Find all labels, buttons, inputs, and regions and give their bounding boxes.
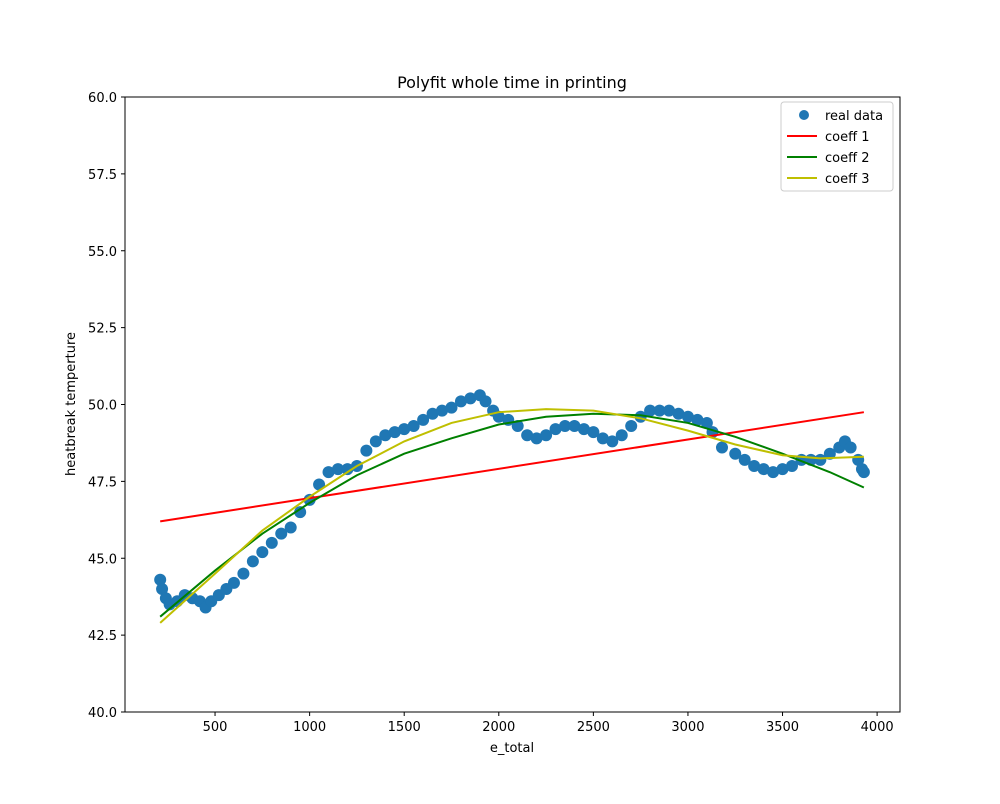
data-point xyxy=(521,429,534,442)
data-point xyxy=(625,420,638,433)
data-point xyxy=(558,420,571,433)
data-point xyxy=(454,395,467,408)
x-tick-label: 2500 xyxy=(577,720,610,735)
data-point xyxy=(653,404,666,417)
data-point xyxy=(426,407,439,420)
data-point xyxy=(748,460,761,472)
y-tick-label: 52.5 xyxy=(88,322,117,337)
data-point xyxy=(341,463,354,476)
data-point xyxy=(700,416,713,429)
data-point xyxy=(540,429,553,442)
data-point xyxy=(511,420,524,433)
x-tick-label: 500 xyxy=(203,720,228,735)
y-tick-label: 55.0 xyxy=(88,245,117,260)
plot-area xyxy=(154,389,870,624)
data-point xyxy=(322,466,335,479)
data-point xyxy=(785,460,798,472)
data-point xyxy=(776,463,789,476)
data-point xyxy=(379,429,392,442)
data-point xyxy=(663,404,676,417)
data-point xyxy=(814,453,827,466)
fit-line-coeff-2 xyxy=(159,412,865,618)
data-point xyxy=(767,466,780,479)
data-point xyxy=(596,432,609,445)
data-point xyxy=(479,395,492,408)
y-tick-label: 50.0 xyxy=(88,399,117,414)
legend-box xyxy=(780,101,894,192)
data-point xyxy=(156,583,169,595)
axis-ticks: 500 1000 1500 2000 2500 3000 3500 4000 40.0 42.5 4… xyxy=(88,91,894,735)
data-point xyxy=(398,423,411,436)
data-point xyxy=(464,392,477,405)
legend-label: real data xyxy=(825,109,883,124)
data-point xyxy=(606,435,619,448)
data-point xyxy=(284,521,297,534)
legend-marker xyxy=(799,110,809,120)
data-point xyxy=(256,546,269,559)
data-point xyxy=(577,423,590,436)
data-point xyxy=(331,463,344,476)
data-point xyxy=(237,567,250,580)
data-point xyxy=(691,413,704,426)
y-tick-label: 45.0 xyxy=(88,552,117,567)
y-tick-label: 57.5 xyxy=(88,168,117,183)
x-tick-label: 3000 xyxy=(671,720,704,735)
legend-label: coeff 1 xyxy=(825,130,869,145)
y-tick-label: 42.5 xyxy=(88,629,117,644)
y-tick-label: 47.5 xyxy=(88,475,117,490)
data-point xyxy=(729,447,742,460)
fit-line-coeff-1 xyxy=(160,411,865,523)
data-point xyxy=(445,401,458,414)
x-tick-label: 3500 xyxy=(766,720,799,735)
data-point xyxy=(360,444,373,457)
data-point xyxy=(227,576,240,589)
data-point xyxy=(823,447,836,460)
x-tick-label: 1000 xyxy=(293,720,326,735)
data-point xyxy=(407,420,420,433)
data-point xyxy=(549,423,562,436)
y-tick-label: 60.0 xyxy=(88,91,117,106)
data-point xyxy=(154,573,167,586)
data-point xyxy=(681,410,694,423)
data-point xyxy=(615,429,628,442)
data-point xyxy=(265,536,278,549)
legend: real data coeff 1 coeff 2 coeff 3 xyxy=(780,101,894,192)
data-point xyxy=(644,404,657,417)
x-tick-label: 2000 xyxy=(482,720,515,735)
data-point xyxy=(757,463,770,476)
chart-title: Polyfit whole time in printing xyxy=(397,73,627,92)
data-point xyxy=(436,404,449,417)
legend-label: coeff 3 xyxy=(825,172,869,187)
data-point xyxy=(530,432,543,445)
data-point xyxy=(369,435,382,448)
x-axis-label: e_total xyxy=(490,741,534,756)
data-point xyxy=(275,527,288,540)
data-point xyxy=(587,426,600,439)
legend-label: coeff 2 xyxy=(825,151,869,166)
data-point xyxy=(246,555,259,568)
y-axis-label: heatbreak temperture xyxy=(64,332,79,476)
axes-frame xyxy=(124,96,901,713)
data-point xyxy=(388,426,401,439)
data-point xyxy=(672,407,685,420)
data-point xyxy=(844,441,857,454)
y-tick-label: 40.0 xyxy=(88,706,117,721)
x-tick-label: 4000 xyxy=(861,720,894,735)
x-tick-label: 1500 xyxy=(388,720,421,735)
data-point xyxy=(294,506,307,519)
data-point xyxy=(857,466,870,479)
data-point xyxy=(313,478,326,491)
data-point xyxy=(715,441,728,454)
data-point xyxy=(738,453,751,466)
fit-line-coeff-3 xyxy=(159,408,864,624)
data-point xyxy=(568,420,581,433)
data-point xyxy=(417,413,430,426)
